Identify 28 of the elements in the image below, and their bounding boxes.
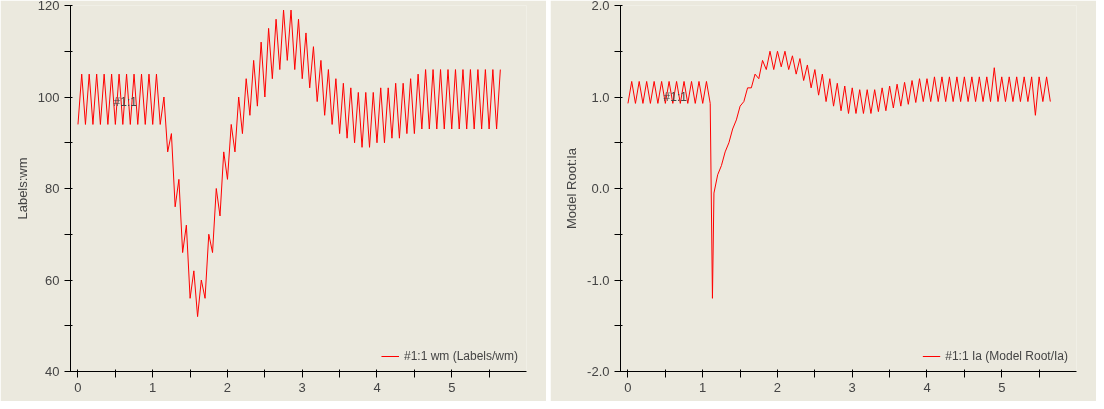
y-tick-label: 0.0 bbox=[591, 181, 610, 196]
y-tick-label: 120 bbox=[37, 0, 60, 13]
x-tick-label: 2 bbox=[223, 379, 232, 395]
y-tick-label: 2.0 bbox=[591, 0, 610, 13]
y-tick-label: -1.0 bbox=[587, 272, 610, 288]
x-tick-label: 5 bbox=[998, 379, 1006, 395]
x-tick-label: 1 bbox=[699, 379, 707, 395]
y-axis-title: Model Root:Ia bbox=[564, 147, 580, 229]
x-tick-label: 4 bbox=[923, 379, 931, 395]
y-tick-label: -2.0 bbox=[587, 364, 610, 379]
legend-label: #1:1 wm (Labels/wm) bbox=[403, 349, 518, 363]
line-series bbox=[627, 50, 1051, 299]
x-tick-label: 3 bbox=[848, 379, 856, 395]
y-tick-label: 40 bbox=[45, 364, 60, 379]
y-tick-label: 1.0 bbox=[591, 89, 610, 105]
x-tick-label: 4 bbox=[373, 379, 381, 395]
x-tick-label: 2 bbox=[773, 379, 782, 395]
y-tick-label: 80 bbox=[45, 181, 60, 196]
x-tick-label: 1 bbox=[149, 379, 157, 395]
x-tick-label: 3 bbox=[298, 379, 306, 395]
y-tick-label: 100 bbox=[37, 89, 60, 105]
y-tick-label: 60 bbox=[45, 272, 60, 288]
x-tick-label: 0 bbox=[624, 379, 632, 395]
legend-label: #1:1 Ia (Model Root/Ia) bbox=[945, 349, 1068, 363]
x-tick-label: 5 bbox=[448, 379, 456, 395]
y-axis-title: Labels:wm bbox=[14, 157, 30, 220]
x-tick-label: 0 bbox=[74, 379, 82, 395]
line-series bbox=[77, 9, 501, 318]
